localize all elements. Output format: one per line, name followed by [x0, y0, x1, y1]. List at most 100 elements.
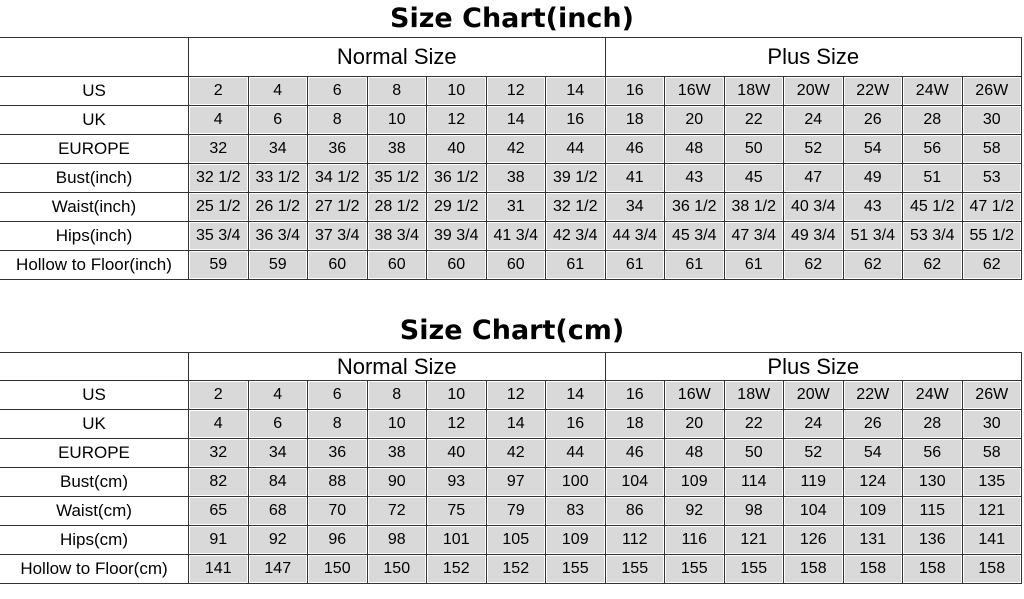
- table-cell: 62: [842, 250, 903, 280]
- table-cell: 105: [485, 525, 546, 555]
- table-cell: 59: [247, 250, 308, 280]
- table-cell: 72: [366, 496, 427, 526]
- table-cell: 61: [545, 250, 606, 280]
- chart-title: Size Chart(cm): [399, 315, 625, 346]
- table-cell: 26: [842, 409, 903, 439]
- row-label: Hips(cm): [0, 525, 189, 555]
- table-cell: 18: [604, 409, 665, 439]
- table-cell: 42 3/4: [545, 221, 606, 251]
- table-cell: 2: [188, 76, 249, 106]
- table-cell: 35 1/2: [366, 163, 427, 193]
- table-cell: 26 1/2: [247, 192, 308, 222]
- table-cell: 150: [366, 554, 427, 584]
- table-cell: 22: [723, 409, 784, 439]
- table-cell: 54: [842, 134, 903, 164]
- row-label: UK: [0, 105, 189, 135]
- table-cell: 45: [723, 163, 784, 193]
- table-cell: 22W: [842, 76, 903, 106]
- table-cell: 24: [783, 105, 844, 135]
- table-cell: 47 3/4: [723, 221, 784, 251]
- table-cell: 44: [545, 134, 606, 164]
- table-cell: 59: [188, 250, 249, 280]
- row-label: EUROPE: [0, 134, 189, 164]
- table-cell: 60: [307, 250, 368, 280]
- table-cell: 32: [188, 438, 249, 468]
- table-row: EUROPE 32 34 36 38 40 42 44 46 48 50 52 54 56 58: [0, 438, 1022, 468]
- table-cell: 150: [307, 554, 368, 584]
- table-cell: 38: [366, 134, 427, 164]
- table-cell: 62: [783, 250, 844, 280]
- row-label: UK: [0, 409, 189, 439]
- table-cell: 98: [366, 525, 427, 555]
- table-cell: 104: [604, 467, 665, 497]
- group-header: Normal Size: [188, 352, 606, 381]
- table-cell: 82: [188, 467, 249, 497]
- table-cell: 12: [426, 409, 487, 439]
- group-header: Plus Size: [604, 352, 1022, 381]
- table-cell: 130: [902, 467, 963, 497]
- table-row: UK 4 6 8 10 12 14 16 18 20 22 24 26 28 30: [0, 105, 1022, 135]
- table-cell: 75: [426, 496, 487, 526]
- table-cell: 97: [485, 467, 546, 497]
- table-row: Hollow to Floor(inch) 59 59 60 60 60 60 61 61 61 6…: [0, 250, 1022, 280]
- corner-cell: [0, 37, 189, 77]
- table-cell: 24W: [902, 76, 963, 106]
- table-cell: 155: [664, 554, 725, 584]
- table-cell: 141: [188, 554, 249, 584]
- table-cell: 109: [664, 467, 725, 497]
- table-cell: 16W: [664, 76, 725, 106]
- table-cell: 28 1/2: [366, 192, 427, 222]
- table-cell: 45 1/2: [902, 192, 963, 222]
- row-label: US: [0, 380, 189, 410]
- table-cell: 60: [366, 250, 427, 280]
- table-cell: 121: [961, 496, 1022, 526]
- table-cell: 29 1/2: [426, 192, 487, 222]
- table-cell: 24: [783, 409, 844, 439]
- table-cell: 32 1/2: [188, 163, 249, 193]
- table-cell: 12: [426, 105, 487, 135]
- corner-cell: [0, 352, 189, 381]
- table-cell: 34 1/2: [307, 163, 368, 193]
- table-cell: 45 3/4: [664, 221, 725, 251]
- table-cell: 20W: [783, 380, 844, 410]
- table-cell: 24W: [902, 380, 963, 410]
- table-cell: 22: [723, 105, 784, 135]
- table-cell: 6: [247, 105, 308, 135]
- table-cell: 6: [307, 380, 368, 410]
- table-cell: 38 1/2: [723, 192, 784, 222]
- table-cell: 116: [664, 525, 725, 555]
- table-cell: 53 3/4: [902, 221, 963, 251]
- table-cell: 147: [247, 554, 308, 584]
- row-label: Bust(cm): [0, 467, 189, 497]
- table-cell: 37 3/4: [307, 221, 368, 251]
- table-cell: 62: [961, 250, 1022, 280]
- table-cell: 62: [902, 250, 963, 280]
- table-cell: 46: [604, 438, 665, 468]
- table-cell: 61: [723, 250, 784, 280]
- table-cell: 49: [842, 163, 903, 193]
- table-cell: 52: [783, 134, 844, 164]
- table-cell: 60: [485, 250, 546, 280]
- table-cell: 6: [307, 76, 368, 106]
- table-cell: 41 3/4: [485, 221, 546, 251]
- table-row: Hollow to Floor(cm) 141 147 150 150 152 152 155…: [0, 554, 1022, 584]
- table-cell: 136: [902, 525, 963, 555]
- table-cell: 55 1/2: [961, 221, 1022, 251]
- table-cell: 84: [247, 467, 308, 497]
- table-cell: 16W: [664, 380, 725, 410]
- table-cell: 43: [842, 192, 903, 222]
- row-label: Waist(inch): [0, 192, 189, 222]
- table-cell: 16: [604, 76, 665, 106]
- table-cell: 38 3/4: [366, 221, 427, 251]
- table-cell: 44: [545, 438, 606, 468]
- table-cell: 141: [961, 525, 1022, 555]
- table-cell: 2: [188, 380, 249, 410]
- table-cell: 60: [426, 250, 487, 280]
- table-cell: 10: [366, 409, 427, 439]
- row-label: EUROPE: [0, 438, 189, 468]
- table-row: Hips(inch) 35 3/4 36 3/4 37 3/4 38 3/4 39 3/4…: [0, 221, 1022, 251]
- table-cell: 16: [545, 409, 606, 439]
- table-cell: 58: [961, 438, 1022, 468]
- table-cell: 44 3/4: [604, 221, 665, 251]
- table-cell: 43: [664, 163, 725, 193]
